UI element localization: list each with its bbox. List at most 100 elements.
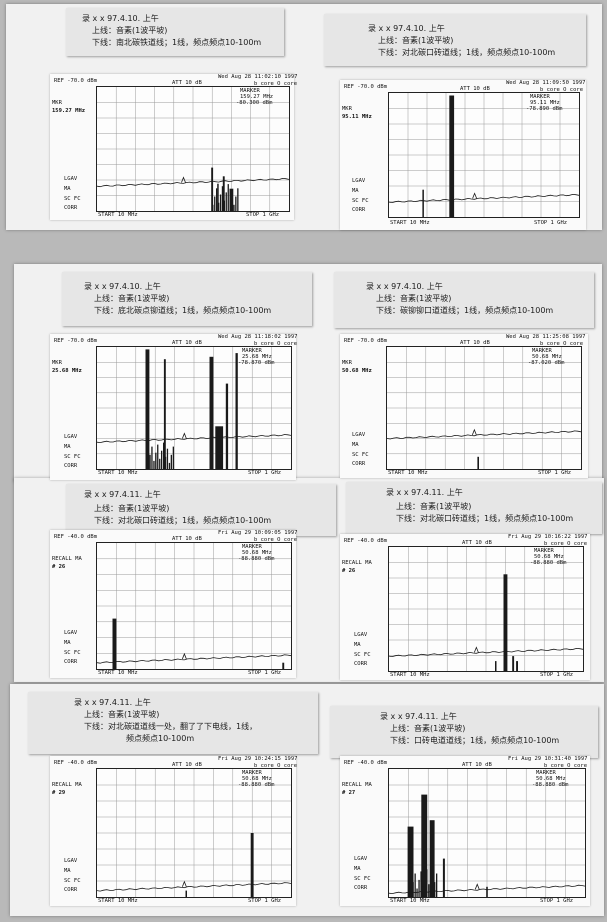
- attenuation: ATT 10 dB: [462, 540, 492, 546]
- start-freq: START 10 MHz: [98, 898, 138, 904]
- spectral-noise-spike: [221, 186, 224, 211]
- caption-note: 录 x x 97.4.10. 上午 上线：音素(1波平坡) 下线：对北碳口砖道线…: [324, 14, 586, 66]
- scfc-label: SC FC: [64, 878, 81, 884]
- spectrum-svg: [97, 543, 291, 669]
- spectrum-printout: REF -70.0 dBm ATT 10 dB Wed Aug 28 11:09…: [340, 80, 586, 230]
- recall-label: RECALL MA: [52, 556, 82, 562]
- ma-label: MA: [352, 188, 359, 194]
- noise-floor-trace: [97, 654, 291, 664]
- sub-label: b_core_O_core: [544, 763, 588, 769]
- lgav-label: LGAV: [354, 856, 368, 862]
- spectral-peak: [222, 176, 225, 211]
- timestamp: Fri Aug 29 10:16:22 1997: [508, 534, 588, 540]
- spectral-noise-spike: [426, 869, 428, 897]
- marker-label: MARKER: [242, 348, 262, 354]
- corr-label: CORR: [64, 205, 78, 211]
- spectral-noise-spike: [216, 188, 218, 211]
- spectral-noise-spike: [155, 452, 157, 469]
- spectral-peak: [217, 183, 219, 211]
- spectral-noise-spike: [164, 456, 167, 469]
- marker-label: MARKER: [242, 544, 262, 550]
- lgav-label: LGAV: [64, 176, 78, 182]
- marker-freq: 159.27 MHz: [240, 94, 274, 100]
- spectral-noise-spike: [420, 871, 422, 897]
- spectral-noise-spike: [414, 873, 416, 897]
- ma-label: MA: [64, 868, 71, 874]
- timestamp: Wed Aug 28 11:02:10 1997: [218, 74, 298, 80]
- noise-floor-trace: [389, 647, 583, 658]
- spectral-noise-spike: [151, 446, 153, 469]
- timestamp: Fri Aug 29 10:31:40 1997: [508, 756, 588, 762]
- corr-label: CORR: [354, 885, 368, 891]
- marker-label: MARKER: [240, 88, 260, 94]
- spectral-peak: [235, 353, 238, 469]
- spectral-noise-spike: [229, 198, 231, 211]
- marker-label: MARKER: [530, 94, 550, 100]
- spectrum-plot: [96, 542, 292, 670]
- spectral-noise-spike: [214, 196, 216, 211]
- spectral-peak: [163, 359, 166, 469]
- marker-freq: 25.68 MHz: [242, 354, 272, 360]
- spectral-noise-spike: [159, 458, 161, 469]
- recall-label: RECALL MA: [342, 782, 372, 788]
- stop-freq: STOP 1 GHz: [534, 220, 568, 226]
- mkr-label: MKR: [52, 100, 62, 106]
- lgav-label: LGAV: [352, 178, 366, 184]
- corr-label: CORR: [64, 659, 78, 665]
- sub-label: b_core_O_core: [540, 341, 584, 347]
- spectral-peak: [477, 456, 479, 469]
- spectrum-plot: [96, 86, 290, 212]
- mkr-value: 25.68 MHz: [52, 368, 82, 374]
- sub-label: b_core_O_core: [254, 81, 298, 87]
- recall-index: # 26: [342, 568, 356, 574]
- marker-freq: 50.68 MHz: [242, 550, 272, 556]
- corr-label: CORR: [64, 463, 78, 469]
- spectral-noise-spike: [147, 462, 149, 469]
- sub-label: b_core_O_core: [544, 541, 588, 547]
- note-line: 上线：音素(1波平坡): [396, 502, 472, 511]
- spectral-noise-spike: [434, 882, 436, 897]
- spectral-peak: [215, 426, 224, 469]
- scfc-label: SC FC: [352, 198, 369, 204]
- spectral-peak: [516, 661, 518, 671]
- trace-bump: [181, 176, 186, 183]
- sub-label: b_core_O_core: [254, 341, 298, 347]
- spectrum-plot: [96, 346, 292, 470]
- note-line: 下线：碳铆铆口道道线；1线，频点频点10-100m: [376, 306, 554, 315]
- ref-level: REF -40.0 dBm: [344, 538, 388, 544]
- note-line: 频点频点10-100m: [126, 734, 195, 743]
- marker-amp: -88.880 dBm: [238, 556, 275, 562]
- lgav-label: LGAV: [64, 630, 78, 636]
- spectral-noise-spike: [231, 190, 233, 211]
- spectral-peak: [503, 574, 508, 671]
- note-line: 上线：音素(1波平坡): [94, 294, 170, 303]
- spectrum-printout: REF -40.0 dBm ATT 10 dB Fri Aug 29 10:16…: [340, 534, 590, 680]
- spectral-peak: [429, 820, 435, 897]
- noise-floor-trace: [97, 177, 289, 188]
- attenuation: ATT 10 dB: [462, 762, 492, 768]
- spectral-noise-spike: [430, 875, 432, 897]
- spectral-noise-spike: [168, 462, 171, 469]
- stop-freq: STOP 1 GHz: [248, 670, 282, 676]
- start-freq: START 10 MHz: [390, 898, 430, 904]
- ma-label: MA: [64, 640, 71, 646]
- marker-label: MARKER: [536, 770, 556, 776]
- spectrum-svg: [389, 547, 583, 671]
- spectrum-printout: REF -40.0 dBm ATT 10 dB Fri Aug 29 10:31…: [340, 756, 590, 906]
- note-title: 录 x x 97.4.10. 上午: [82, 14, 159, 23]
- corr-label: CORR: [64, 887, 78, 893]
- start-freq: START 10 MHz: [98, 670, 138, 676]
- trace-bump: [471, 428, 477, 435]
- note-line: 下线：对北碳口砖道线；1线，频点频点10-100m: [94, 516, 272, 525]
- spectral-peak: [185, 890, 187, 897]
- ma-label: MA: [64, 444, 71, 450]
- spectrum-printout: REF -40.0 dBm ATT 10 dB Fri Aug 29 10:24…: [50, 756, 297, 906]
- note-title: 录 x x 97.4.11. 上午: [386, 488, 463, 497]
- marker-label: MARKER: [242, 770, 262, 776]
- start-freq: START 10 MHz: [390, 220, 430, 226]
- spectral-peak: [442, 858, 445, 897]
- note-title: 录 x x 97.4.10. 上午: [368, 24, 445, 33]
- mkr-label: MKR: [342, 360, 352, 366]
- spectral-noise-spike: [416, 888, 418, 897]
- noise-floor-trace: [389, 193, 579, 204]
